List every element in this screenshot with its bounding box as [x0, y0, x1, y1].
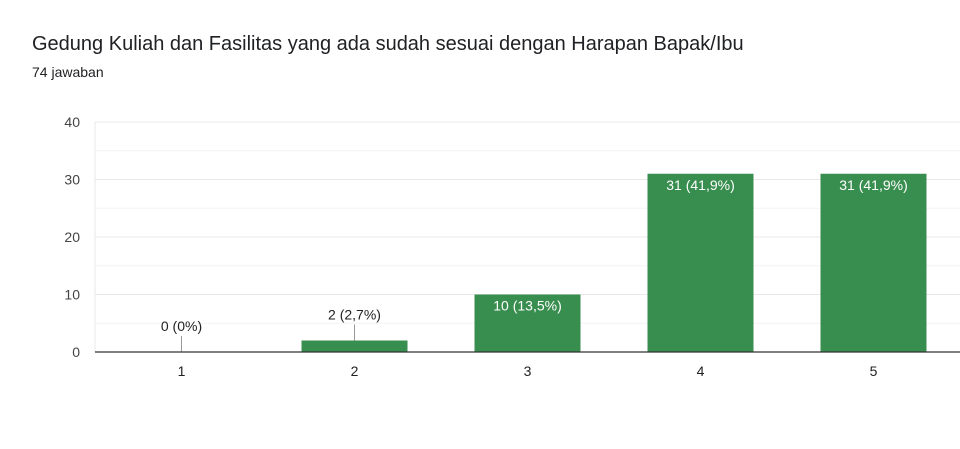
data-label: 2 (2,7%) [328, 307, 381, 323]
y-tick-label: 40 [64, 114, 80, 130]
data-label: 31 (41,9%) [839, 177, 907, 193]
bar [647, 173, 754, 352]
x-tick-label: 2 [351, 363, 359, 379]
chart-title: Gedung Kuliah dan Fasilitas yang ada sud… [32, 33, 744, 55]
x-tick-label: 5 [870, 363, 878, 379]
y-tick-label: 0 [72, 344, 80, 360]
y-tick-label: 10 [64, 287, 80, 303]
y-tick-label: 30 [64, 172, 80, 188]
x-tick-label: 1 [178, 363, 186, 379]
data-label: 0 (0%) [161, 318, 202, 334]
bar [474, 294, 581, 352]
bar [820, 173, 927, 352]
y-tick-label: 20 [64, 229, 80, 245]
response-count: 74 jawaban [32, 64, 104, 80]
x-tick-label: 4 [697, 363, 705, 379]
data-label: 31 (41,9%) [666, 177, 734, 193]
bar [301, 340, 408, 352]
data-label: 10 (13,5%) [493, 298, 561, 314]
x-tick-label: 3 [524, 363, 532, 379]
